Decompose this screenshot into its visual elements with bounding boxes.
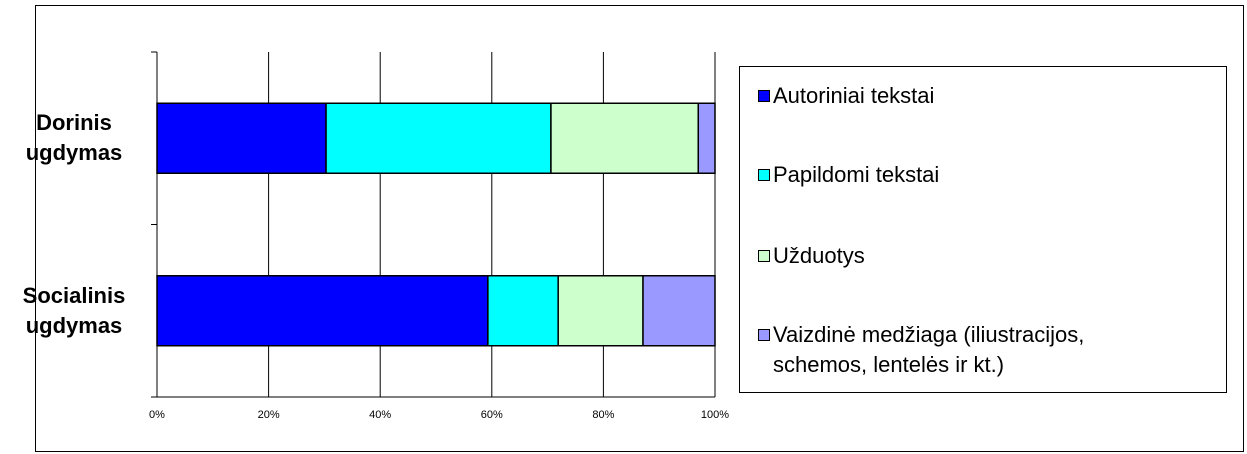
x-tick-label: 80% [592, 409, 615, 421]
category-label-line: ugdymas [25, 140, 123, 166]
x-tick-label: 60% [480, 409, 503, 421]
legend-swatch [758, 250, 770, 262]
category-label-line: Socialinis [22, 282, 126, 308]
legend: Autoriniai tekstai Papildomi tekstai Užduo… [739, 66, 1227, 393]
x-tick-label: 20% [257, 409, 280, 421]
legend-label: Vaizdinė medžiaga (iliustracijos, schemos… [773, 320, 1084, 380]
x-tick-label: 40% [369, 409, 392, 421]
x-tick-label: 0% [149, 409, 165, 421]
bar-segment [156, 275, 489, 347]
legend-swatch [758, 169, 770, 181]
bar-segment [697, 102, 716, 174]
x-tick-label: 100% [700, 409, 730, 421]
bar-segment [325, 102, 552, 174]
legend-label-line: schemos, lentelės ir kt.) [773, 352, 1005, 377]
legend-label: Papildomi tekstai [773, 160, 939, 190]
bar-segment [642, 275, 716, 347]
category-label: Dorinis ugdymas [0, 108, 148, 168]
bar-segment [550, 102, 700, 174]
legend-label-line: Papildomi tekstai [773, 162, 940, 187]
legend-label: Autoriniai tekstai [773, 81, 934, 111]
bar-segment [156, 102, 327, 174]
bar-segment [487, 275, 559, 347]
legend-label-line: Užduotys [773, 243, 865, 268]
bar-segment [557, 275, 644, 347]
category-label-line: Dorinis [36, 110, 112, 136]
category-label: Socialinis ugdymas [0, 281, 148, 341]
legend-label-line: Vaizdinė medžiaga (iliustracijos, [773, 322, 1085, 347]
legend-label: Užduotys [773, 241, 865, 271]
category-label-line: ugdymas [25, 312, 123, 338]
legend-label-line: Autoriniai tekstai [773, 83, 935, 108]
legend-swatch [758, 329, 770, 341]
legend-swatch [758, 90, 770, 102]
